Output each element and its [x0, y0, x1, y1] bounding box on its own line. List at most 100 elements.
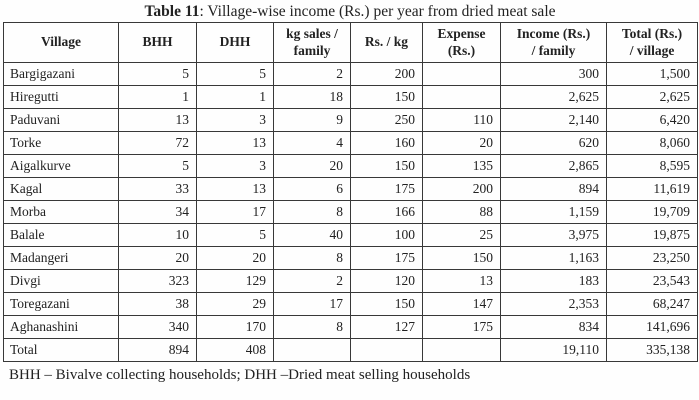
- value-cell: 17: [196, 200, 274, 224]
- column-header: Expense (Rs.): [422, 22, 501, 63]
- column-header: DHH: [196, 22, 274, 63]
- value-cell: 200: [350, 62, 423, 86]
- table-title-text: : Village-wise income (Rs.) per year fro…: [199, 3, 556, 20]
- value-cell: 147: [422, 292, 501, 316]
- value-cell: 175: [422, 315, 501, 339]
- value-cell: 23,250: [606, 246, 698, 270]
- value-cell: 120: [350, 269, 423, 293]
- footnote: BHH – Bivalve collecting households; DHH…: [9, 367, 471, 383]
- value-cell: 175: [350, 177, 423, 201]
- value-cell: 38: [118, 292, 197, 316]
- value-cell: [422, 338, 501, 362]
- value-cell: 160: [350, 131, 423, 155]
- village-cell: Total: [3, 338, 119, 362]
- table-body: Bargigazani 5 5 2 200 300 1,500 Hiregutti 1 1 18 15…: [3, 62, 698, 362]
- value-cell: 5: [118, 154, 197, 178]
- value-cell: 13: [422, 269, 501, 293]
- value-cell: 335,138: [606, 338, 698, 362]
- value-cell: 20: [118, 246, 197, 270]
- value-cell: 1: [118, 85, 197, 109]
- value-cell: 20: [422, 131, 501, 155]
- value-cell: 150: [350, 154, 423, 178]
- value-cell: 5: [196, 223, 274, 247]
- value-cell: 19,875: [606, 223, 698, 247]
- income-table: Village BHH DHH kg sales / family Rs. / kg Exp…: [3, 22, 698, 362]
- value-cell: 33: [118, 177, 197, 201]
- value-cell: 9: [273, 108, 351, 132]
- value-cell: 150: [350, 85, 423, 109]
- value-cell: 10: [118, 223, 197, 247]
- value-cell: 620: [500, 131, 607, 155]
- column-header: kg sales / family: [273, 22, 351, 63]
- table-row: Paduvani 13 3 9 250 110 2,140 6,420: [3, 108, 698, 132]
- value-cell: 150: [422, 246, 501, 270]
- village-cell: Aghanashini: [3, 315, 119, 339]
- value-cell: 175: [350, 246, 423, 270]
- value-cell: [422, 62, 501, 86]
- value-cell: 2: [273, 269, 351, 293]
- village-cell: Madangeri: [3, 246, 119, 270]
- village-cell: Bargigazani: [3, 62, 119, 86]
- value-cell: 40: [273, 223, 351, 247]
- value-cell: 20: [273, 154, 351, 178]
- value-cell: 23,543: [606, 269, 698, 293]
- table-title-label: Table 11: [144, 3, 200, 20]
- value-cell: 2,625: [606, 85, 698, 109]
- value-cell: 250: [350, 108, 423, 132]
- value-cell: 200: [422, 177, 501, 201]
- value-cell: 13: [196, 131, 274, 155]
- value-cell: 2,353: [500, 292, 607, 316]
- value-cell: 100: [350, 223, 423, 247]
- value-cell: 129: [196, 269, 274, 293]
- table-row: Total 894 408 19,110 335,138: [3, 338, 698, 362]
- value-cell: 3,975: [500, 223, 607, 247]
- table-row: Aigalkurve 5 3 20 150 135 2,865 8,595: [3, 154, 698, 178]
- value-cell: 6,420: [606, 108, 698, 132]
- value-cell: 17: [273, 292, 351, 316]
- value-cell: 1: [196, 85, 274, 109]
- value-cell: 2,140: [500, 108, 607, 132]
- value-cell: 166: [350, 200, 423, 224]
- value-cell: 4: [273, 131, 351, 155]
- value-cell: 72: [118, 131, 197, 155]
- header-row: Village BHH DHH kg sales / family Rs. / kg Exp…: [3, 22, 698, 63]
- value-cell: 20: [196, 246, 274, 270]
- table-row: Kagal 33 13 6 175 200 894 11,619: [3, 177, 698, 201]
- value-cell: [350, 338, 423, 362]
- value-cell: 8,595: [606, 154, 698, 178]
- village-cell: Divgi: [3, 269, 119, 293]
- value-cell: 183: [500, 269, 607, 293]
- value-cell: 2: [273, 62, 351, 86]
- table-row: Morba 34 17 8 166 88 1,159 19,709: [3, 200, 698, 224]
- table-title: Table 11: Village-wise income (Rs.) per …: [3, 2, 697, 22]
- value-cell: 5: [196, 62, 274, 86]
- value-cell: 6: [273, 177, 351, 201]
- value-cell: 340: [118, 315, 197, 339]
- column-header: Village: [3, 22, 119, 63]
- column-header: Total (Rs.) / village: [606, 22, 698, 63]
- value-cell: 13: [196, 177, 274, 201]
- table-row: Divgi 323 129 2 120 13 183 23,543: [3, 269, 698, 293]
- value-cell: 1,500: [606, 62, 698, 86]
- value-cell: 135: [422, 154, 501, 178]
- value-cell: 68,247: [606, 292, 698, 316]
- value-cell: 150: [350, 292, 423, 316]
- value-cell: 2,625: [500, 85, 607, 109]
- value-cell: 11,619: [606, 177, 698, 201]
- value-cell: 25: [422, 223, 501, 247]
- value-cell: 110: [422, 108, 501, 132]
- column-header: BHH: [118, 22, 197, 63]
- value-cell: 2,865: [500, 154, 607, 178]
- value-cell: [422, 85, 501, 109]
- value-cell: 300: [500, 62, 607, 86]
- column-header: Rs. / kg: [350, 22, 423, 63]
- column-header: Income (Rs.) / family: [500, 22, 607, 63]
- village-cell: Aigalkurve: [3, 154, 119, 178]
- value-cell: 29: [196, 292, 274, 316]
- value-cell: 894: [500, 177, 607, 201]
- value-cell: 88: [422, 200, 501, 224]
- village-cell: Morba: [3, 200, 119, 224]
- village-cell: Hiregutti: [3, 85, 119, 109]
- table-row: Torke 72 13 4 160 20 620 8,060: [3, 131, 698, 155]
